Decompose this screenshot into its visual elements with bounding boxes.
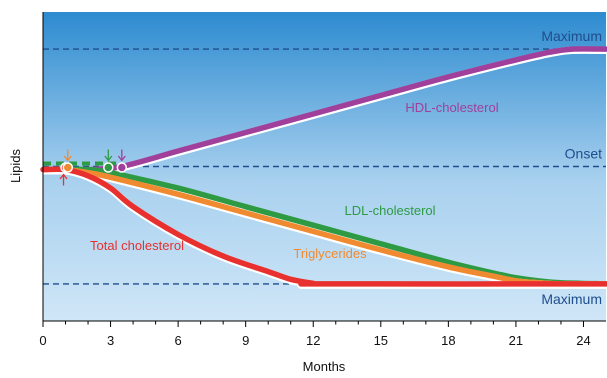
y-axis-title: Lipids [8,149,23,183]
x-axis-title: Months [303,359,346,374]
onset-marker-triglycerides [62,162,74,173]
x-tick-label-18: 18 [441,333,455,348]
reference-line-label-1: Onset [565,146,602,162]
x-tick-label-24: 24 [576,333,590,348]
series-label-hdl-cholesterol: HDL-cholesterol [405,100,498,115]
x-tick-label-3: 3 [107,333,114,348]
series-label-triglycerides: Triglycerides [293,246,367,261]
series-label-total-cholesterol: Total cholesterol [90,238,184,253]
onset-arrow-head-ldl-cholesterol [104,155,113,162]
series-line-total-cholesterol [40,166,607,287]
onset-marker-ldl-cholesterol [103,162,114,173]
x-tick-label-12: 12 [306,333,320,348]
onset-arrow-head-total-cholesterol [59,173,68,180]
series-label-ldl-cholesterol: LDL-cholesterol [344,203,435,218]
x-tick-label-0: 0 [39,333,46,348]
reference-line-label-2: Maximum [541,291,602,307]
series-total-cholesterol: Total cholesterol [39,166,607,289]
onset-arrow-head-triglycerides [63,155,72,162]
onset-marker-hdl-cholesterol [116,162,128,173]
x-tick-label-15: 15 [374,333,388,348]
x-tick-label-6: 6 [175,333,182,348]
x-tick-label-9: 9 [242,333,249,348]
reference-line-label-0: Maximum [541,28,602,44]
x-tick-label-21: 21 [509,333,523,348]
onset-arrow-head-hdl-cholesterol [117,155,126,162]
